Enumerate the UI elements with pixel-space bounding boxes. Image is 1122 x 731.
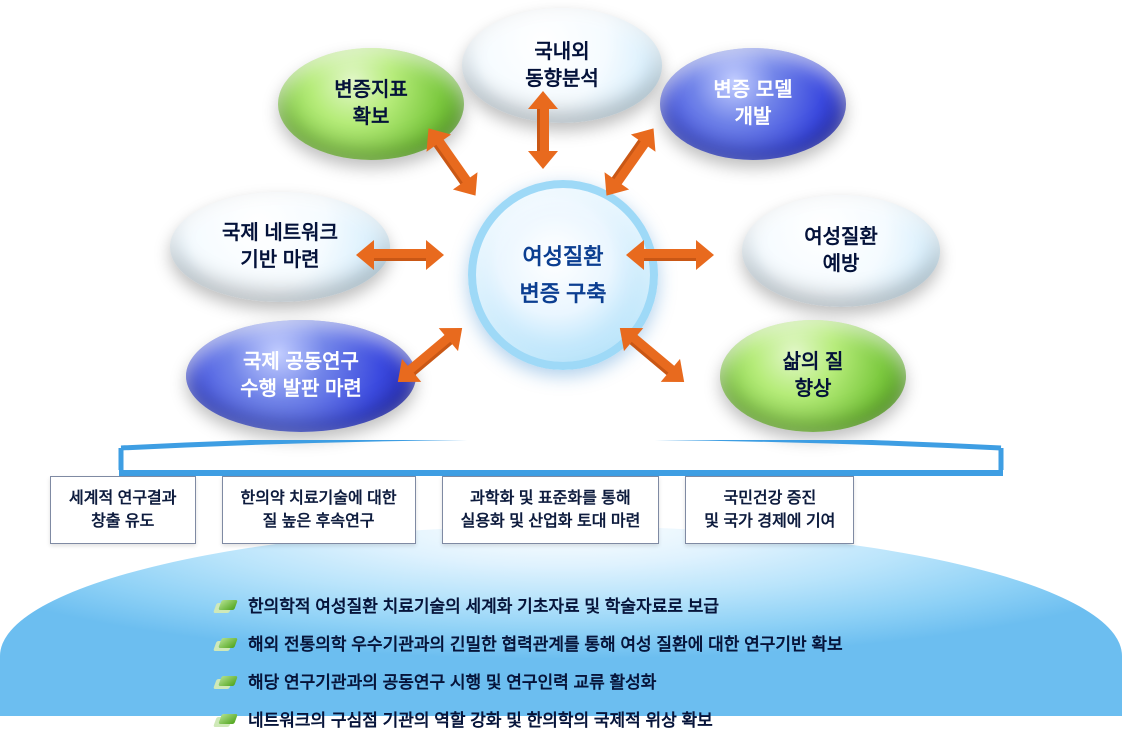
satellite-label: 여성질환 예방	[804, 224, 878, 278]
outcome-box: 세계적 연구결과 창출 유도	[50, 476, 196, 544]
satellite-bot-right: 삶의 질 향상	[720, 320, 906, 432]
satellite-right: 여성질환 예방	[742, 195, 940, 307]
outcome-box: 국민건강 증진 및 국가 경제에 기여	[685, 476, 854, 544]
satellite-label: 국제 공동연구 수행 발판 마련	[240, 349, 362, 403]
satellite-top-right: 변증 모델 개발	[660, 48, 846, 160]
satellite-bot-left: 국제 공동연구 수행 발판 마련	[186, 320, 416, 432]
satellite-top: 국내외 동향분석	[462, 8, 662, 123]
arrow	[415, 119, 490, 206]
satellite-label: 변증 모델 개발	[713, 77, 792, 131]
bullet-item: 한의학적 여성질환 치료기술의 세계화 기초자료 및 학술자료로 보급	[220, 592, 843, 617]
arrow	[609, 315, 695, 395]
arrow	[356, 238, 444, 272]
satellite-label: 국제 네트워크 기반 마련	[222, 220, 338, 274]
satellite-label: 삶의 질 향상	[783, 349, 844, 403]
bullet-item: 해외 전통의학 우수기관과의 긴밀한 협력관계를 통해 여성 질환에 대한 연구…	[220, 630, 843, 655]
outcome-box: 한의약 치료기술에 대한 질 높은 후속연구	[222, 476, 416, 544]
bullet-item: 네트워크의 구심점 기관의 역할 강화 및 한의학의 국제적 위상 확보	[220, 706, 843, 731]
bullet-item: 해당 연구기관과의 공동연구 시행 및 연구인력 교류 활성화	[220, 668, 843, 693]
outcome-box: 과학화 및 표준화를 통해 실용화 및 산업화 토대 마련	[442, 476, 660, 544]
satellite-label: 국내외 동향분석	[525, 39, 599, 93]
arrow	[526, 91, 560, 169]
arrow	[593, 119, 668, 206]
center-label: 여성질환 변증 구축	[519, 238, 606, 313]
arrow	[626, 238, 714, 272]
bullet-list: 한의학적 여성질환 치료기술의 세계화 기초자료 및 학술자료로 보급해외 전통…	[220, 592, 843, 731]
boxes-row: 세계적 연구결과 창출 유도 한의약 치료기술에 대한 질 높은 후속연구 과학화 …	[50, 476, 854, 544]
satellite-label: 변증지표 확보	[334, 77, 408, 131]
tray: 한의학적 여성질환 치료기술의 세계화 기초자료 및 학술자료로 보급해외 전통…	[0, 520, 1122, 716]
